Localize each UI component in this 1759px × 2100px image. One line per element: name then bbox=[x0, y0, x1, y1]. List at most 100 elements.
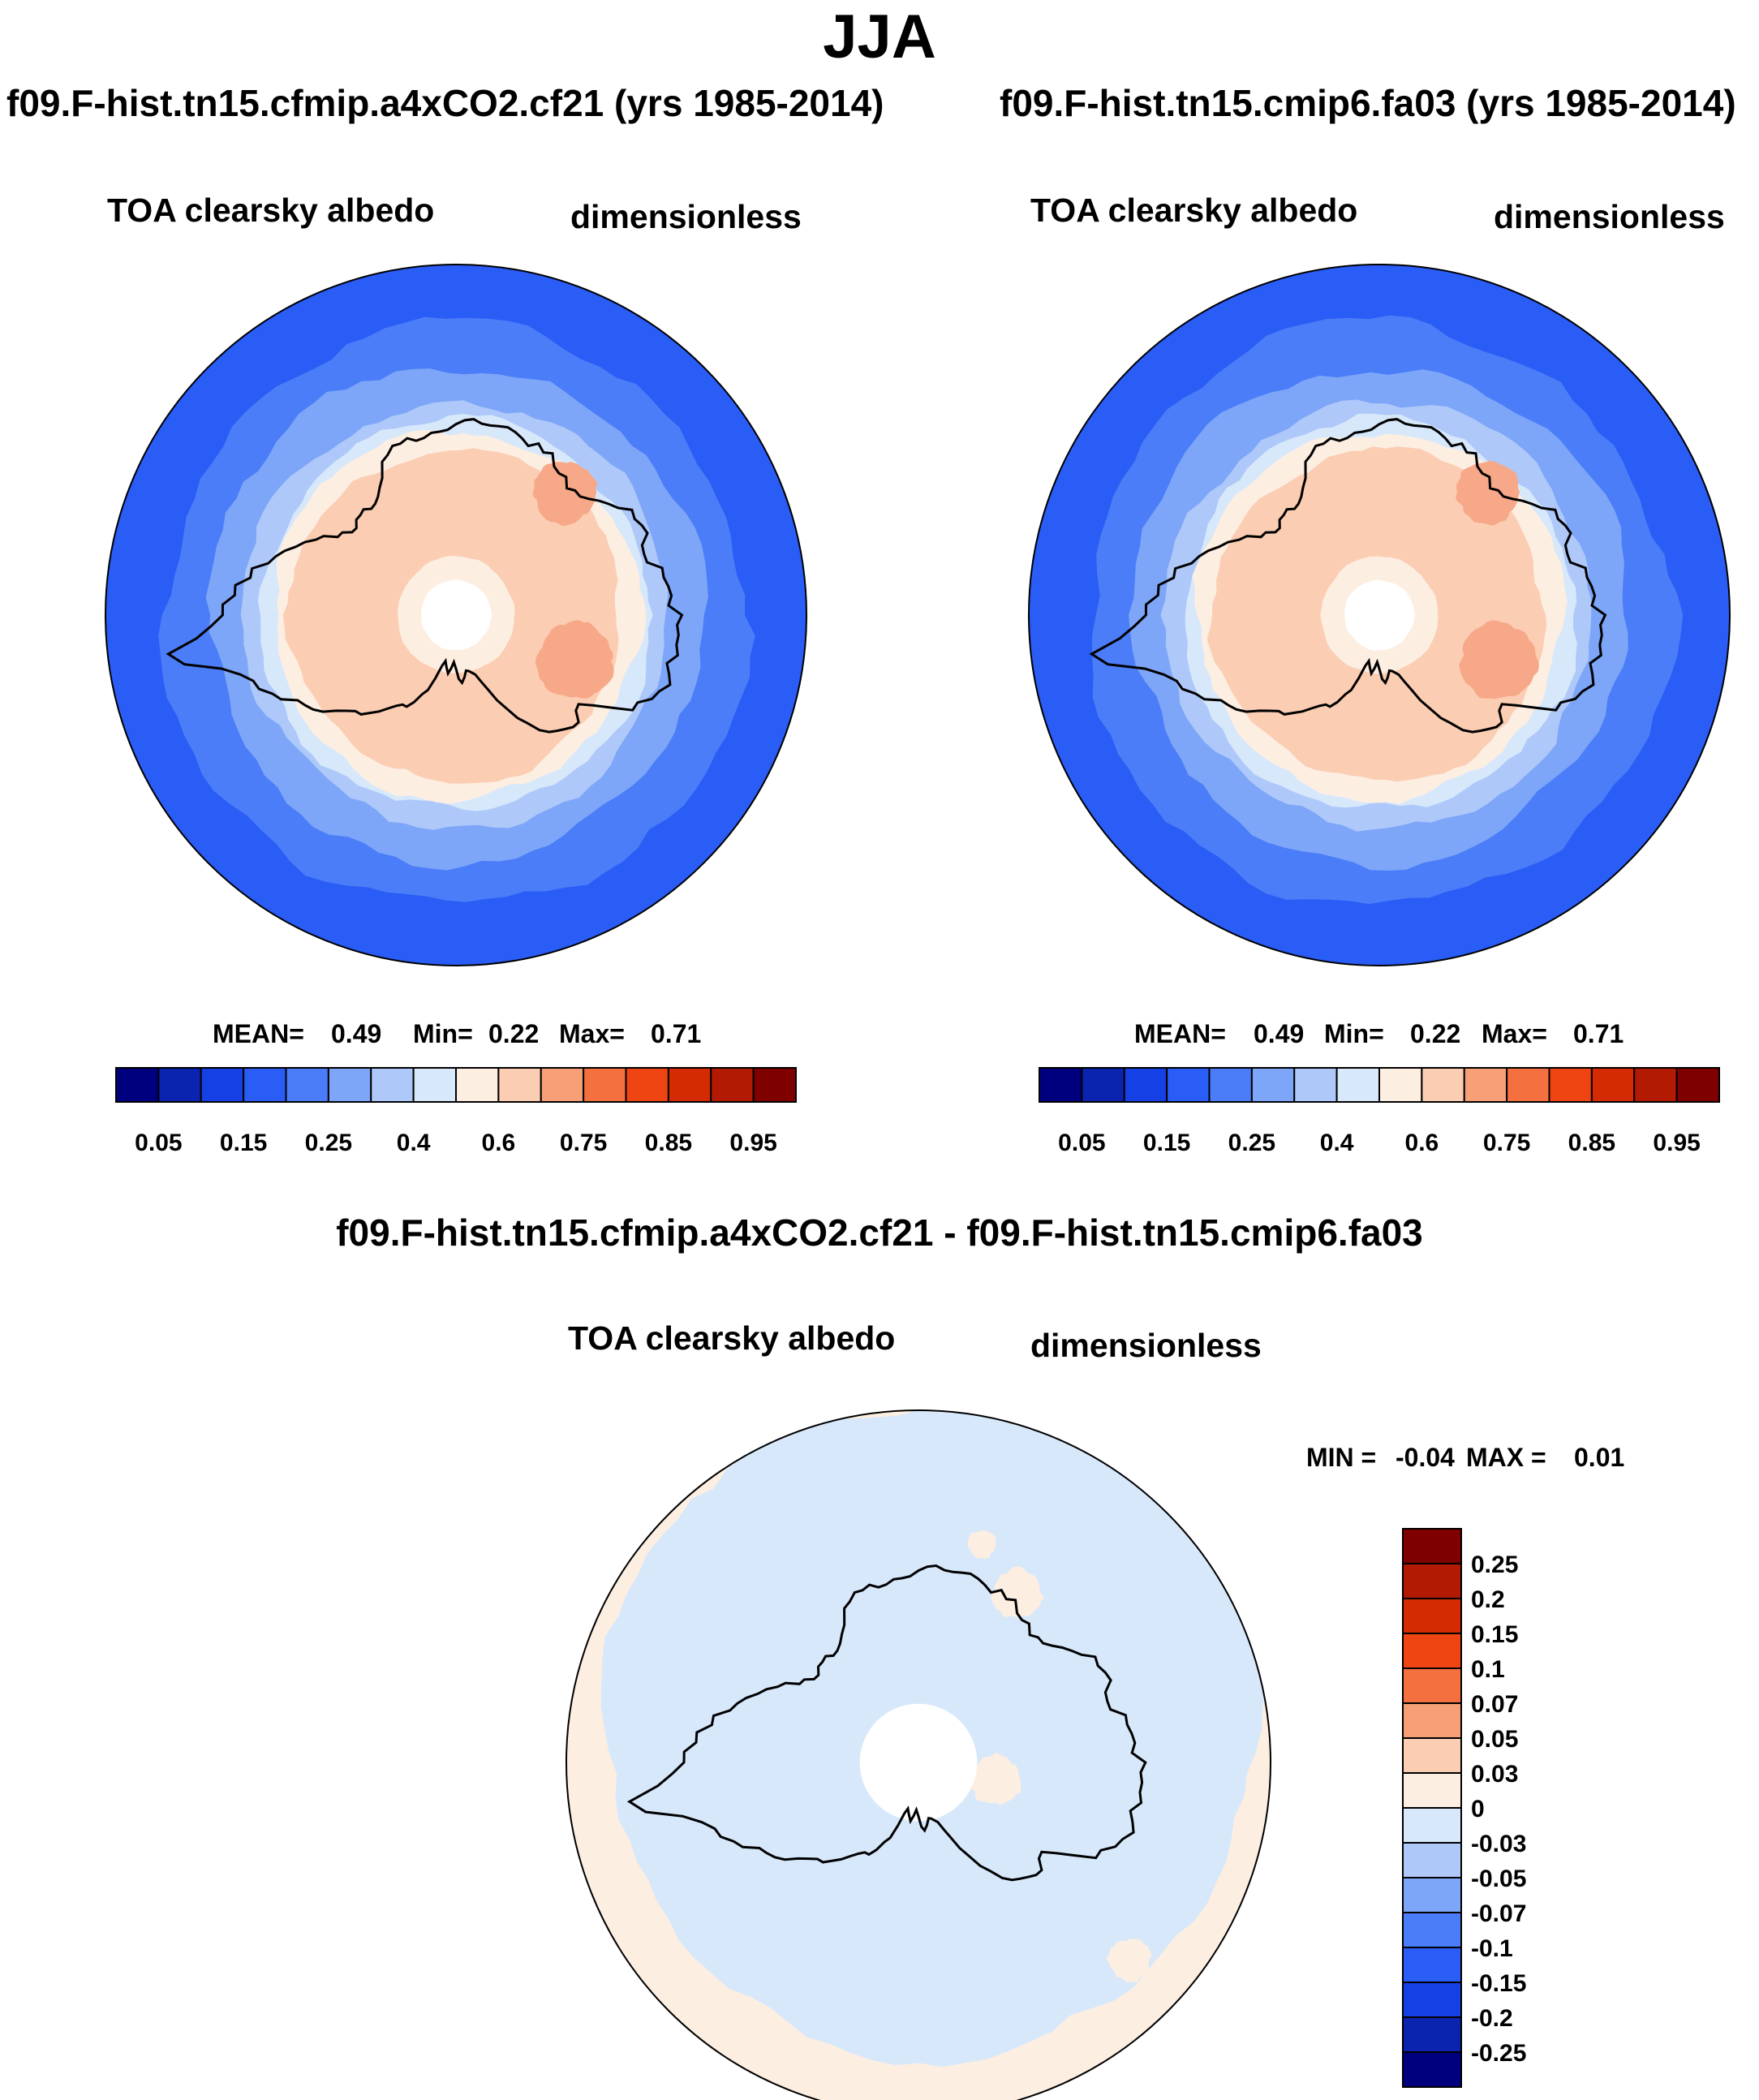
colorbar-tick-label: 0.4 bbox=[397, 1130, 431, 1156]
colorbar-tick-label: 0.75 bbox=[560, 1130, 607, 1156]
colorbar-tick-label: 0.2 bbox=[1471, 1586, 1505, 1613]
plot-boundary bbox=[566, 1409, 1271, 2100]
colorbar-box-13 bbox=[1548, 1067, 1593, 1103]
colorbar-tick-label: 0.15 bbox=[1471, 1621, 1518, 1648]
polar-field bbox=[1029, 265, 1730, 966]
colorbar-box-9 bbox=[1402, 1807, 1462, 1844]
case-a-title: f09.F-hist.tn15.cfmip.a4xCO2.cf21 (yrs 1… bbox=[6, 82, 884, 124]
colorbar-box-16 bbox=[752, 1067, 797, 1103]
colorbar-tick-label: 0.6 bbox=[482, 1130, 516, 1156]
colorbar-tick-label: -0.25 bbox=[1471, 2040, 1526, 2067]
panel-a-mean-value: 0.49 bbox=[331, 1019, 382, 1048]
colorbar-panel-b: 0.05 0.15 0.25 0.4 0.6 0.75 0.85 0.95 bbox=[1039, 1067, 1720, 1156]
polar-map-difference bbox=[566, 1409, 1271, 2100]
contour-band-8 bbox=[421, 579, 492, 650]
plot-boundary bbox=[105, 264, 807, 966]
colorbar-box-8 bbox=[1335, 1067, 1380, 1103]
colorbar-box-15 bbox=[1633, 1067, 1678, 1103]
colorbar-box-4 bbox=[243, 1067, 287, 1103]
colorbar-box-7 bbox=[1293, 1067, 1338, 1103]
colorbar-box-5 bbox=[285, 1067, 329, 1103]
panel-c-min-label: MIN = bbox=[1306, 1443, 1377, 1472]
colorbar-box-4 bbox=[1166, 1067, 1211, 1103]
colorbar-tick-label: -0.2 bbox=[1471, 2005, 1513, 2032]
colorbar-tick-label: 0.4 bbox=[1320, 1130, 1354, 1156]
colorbar-box-6 bbox=[327, 1067, 372, 1103]
panel-c-max-label: MAX = bbox=[1466, 1443, 1546, 1472]
colorbar-tick-label: 0.95 bbox=[1653, 1130, 1700, 1156]
polar-field bbox=[105, 265, 806, 966]
colorbar-box-15 bbox=[1402, 2016, 1462, 2053]
albedo-maximum-east bbox=[535, 620, 614, 699]
panel-b-min-value: 0.22 bbox=[1410, 1019, 1461, 1048]
colorbar-tick-label: -0.15 bbox=[1471, 1970, 1526, 1997]
plot-boundary bbox=[1028, 264, 1731, 966]
case-b-title: f09.F-hist.tn15.cmip6.fa03 (yrs 1985-201… bbox=[1000, 82, 1736, 124]
panel-b-mean-label: MEAN= bbox=[1134, 1019, 1226, 1048]
colorbar-box-11 bbox=[540, 1067, 585, 1103]
panel-a-max-label: Max= bbox=[559, 1019, 625, 1048]
colorbar-box-11 bbox=[1463, 1067, 1508, 1103]
panel-b-max-value: 0.71 bbox=[1573, 1019, 1624, 1048]
colorbar-tick-label: 0.07 bbox=[1471, 1691, 1518, 1718]
colorbar-tick-label: 0.03 bbox=[1471, 1761, 1518, 1788]
colorbar-box-14 bbox=[667, 1067, 712, 1103]
colorbar-box-16 bbox=[1402, 2051, 1462, 2088]
colorbar-tick-label: 0.85 bbox=[1568, 1130, 1615, 1156]
colorbar-box-1 bbox=[115, 1067, 160, 1103]
colorbar-tick-label: 0.1 bbox=[1471, 1656, 1505, 1683]
colorbar-box-9 bbox=[455, 1067, 500, 1103]
season-title: JJA bbox=[823, 2, 936, 71]
colorbar-box-6 bbox=[1250, 1067, 1296, 1103]
colorbar-box-8 bbox=[412, 1067, 457, 1103]
panel-c-variable: TOA clearsky albedo bbox=[568, 1319, 896, 1357]
colorbar-tick-label: -0.05 bbox=[1471, 1865, 1526, 1892]
panel-a-max-value: 0.71 bbox=[651, 1019, 702, 1048]
colorbar-box-14 bbox=[1590, 1067, 1636, 1103]
colorbar-box-4 bbox=[1402, 1633, 1462, 1669]
colorbar-box-10 bbox=[1421, 1067, 1465, 1103]
colorbar-tick-label: 0.15 bbox=[220, 1130, 267, 1156]
panel-c-units: dimensionless bbox=[1030, 1327, 1262, 1364]
positive-anomaly-patch bbox=[970, 1752, 1021, 1805]
colorbar-box-8 bbox=[1402, 1772, 1462, 1809]
panel-a-units: dimensionless bbox=[570, 198, 802, 235]
colorbar-box-10 bbox=[497, 1067, 542, 1103]
colorbar-box-1 bbox=[1402, 1528, 1462, 1564]
polar-map-panel-b bbox=[1028, 264, 1731, 966]
positive-anomaly-patch bbox=[967, 1530, 996, 1560]
colorbar-box-12 bbox=[1506, 1067, 1550, 1103]
colorbar-box-3 bbox=[1402, 1598, 1462, 1634]
colorbar-tick-label: 0.25 bbox=[1471, 1551, 1518, 1578]
colorbar-box-2 bbox=[1081, 1067, 1125, 1103]
colorbar-tick-label: 0.25 bbox=[1228, 1130, 1275, 1156]
colorbar-tick-label: 0.6 bbox=[1405, 1130, 1439, 1156]
colorbar-tick-label: -0.07 bbox=[1471, 1900, 1526, 1927]
colorbar-tick-label: -0.03 bbox=[1471, 1831, 1526, 1857]
colorbar-box-6 bbox=[1402, 1702, 1462, 1739]
colorbar-box-11 bbox=[1402, 1877, 1462, 1913]
colorbar-box-10 bbox=[1402, 1842, 1462, 1878]
colorbar-panel-a: 0.05 0.15 0.25 0.4 0.6 0.75 0.85 0.95 bbox=[115, 1067, 797, 1156]
colorbar-box-1 bbox=[1039, 1067, 1083, 1103]
colorbar-tick-label: 0.05 bbox=[1058, 1130, 1105, 1156]
panel-a-mean-label: MEAN= bbox=[213, 1019, 304, 1048]
colorbar-box-5 bbox=[1402, 1668, 1462, 1704]
colorbar-box-2 bbox=[157, 1067, 202, 1103]
panel-b-variable: TOA clearsky albedo bbox=[1030, 191, 1358, 229]
difference-title: f09.F-hist.tn15.cfmip.a4xCO2.cf21 - f09.… bbox=[336, 1211, 1423, 1254]
colorbar-box-16 bbox=[1675, 1067, 1720, 1103]
contour-band-8 bbox=[1344, 579, 1415, 651]
colorbar-tick-label: 0.85 bbox=[645, 1130, 692, 1156]
colorbar-box-7 bbox=[1402, 1737, 1462, 1774]
antarctic-coastline bbox=[166, 418, 684, 734]
colorbar-box-12 bbox=[583, 1067, 627, 1103]
panel-c-min-value: -0.04 bbox=[1396, 1443, 1455, 1472]
panel-b-max-label: Max= bbox=[1482, 1019, 1547, 1048]
panel-a-variable: TOA clearsky albedo bbox=[107, 191, 435, 229]
colorbar-tick-label: 0.75 bbox=[1483, 1130, 1530, 1156]
colorbar-box-12 bbox=[1402, 1912, 1462, 1948]
colorbar-tick-label: 0.05 bbox=[1471, 1726, 1518, 1753]
colorbar-tick-label: -0.1 bbox=[1471, 1935, 1513, 1962]
